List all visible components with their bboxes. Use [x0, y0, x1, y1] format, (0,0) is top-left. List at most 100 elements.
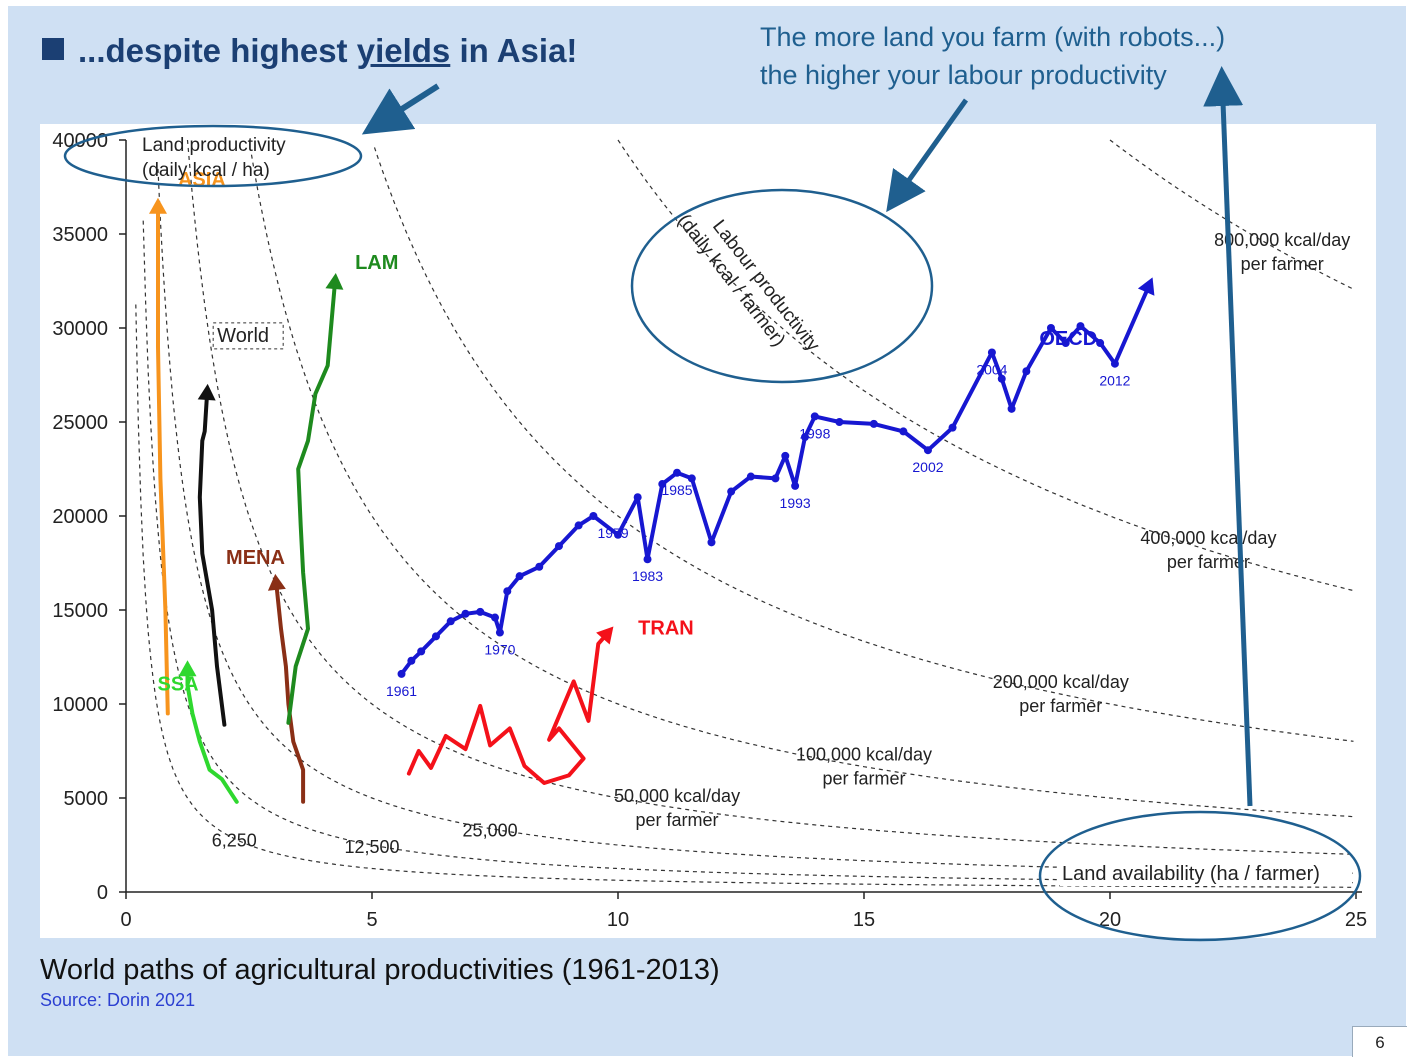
year-label: 1970: [484, 642, 515, 658]
note-line-1: The more land you farm (with robots...): [760, 22, 1226, 52]
series-name-world: World: [217, 325, 269, 347]
oecd-point: [417, 647, 426, 656]
isoline-label: 100,000 kcal/day: [796, 745, 932, 765]
y-tick-label: 0: [97, 882, 108, 904]
y-tick-label: 20000: [52, 506, 108, 528]
bullet-square-icon: [42, 38, 64, 60]
note-line-2: the higher your labour productivity: [760, 60, 1167, 90]
page-number: 6: [1352, 1026, 1407, 1057]
callout-arrow-note: [886, 98, 969, 213]
slide-title: ...despite highest yields in Asia!: [42, 32, 577, 70]
oecd-point: [835, 418, 844, 426]
series-arrowhead-oecd: [1137, 277, 1155, 296]
y-tick-label: 35000: [52, 224, 108, 246]
callout-arrow-title: [361, 83, 440, 135]
year-label: 1993: [780, 495, 811, 511]
oecd-point: [503, 587, 512, 596]
oecd-point: [800, 433, 809, 442]
isoline-label: 400,000 kcal/day: [1140, 528, 1276, 548]
year-label: 2002: [912, 459, 943, 475]
oecd-point: [1110, 359, 1119, 368]
series-name-lam: LAM: [355, 252, 398, 274]
oecd-point: [771, 474, 780, 483]
isoline-label: 6,250: [212, 831, 257, 851]
oecd-point: [746, 472, 755, 481]
oecd-point: [633, 493, 642, 502]
oecd-point: [1061, 339, 1070, 348]
isoline-label: 800,000 kcal/day: [1214, 230, 1350, 250]
figure-caption: World paths of agricultural productiviti…: [40, 954, 720, 986]
series-arrowhead-mena: [267, 573, 286, 591]
oecd-point: [1076, 322, 1085, 331]
series-arrowhead-ssa: [178, 660, 197, 677]
oecd-point: [461, 609, 470, 618]
oecd-point: [1046, 324, 1055, 332]
isoline-group: 6,250 12,500 25,000 50,000 kcal/day per farm…: [135, 139, 1354, 888]
isoline-curve: [186, 139, 1354, 855]
series-line-world: [197, 389, 227, 727]
oecd-point: [948, 423, 957, 432]
oecd-point: [574, 521, 583, 530]
x-tick-label: 0: [120, 909, 131, 931]
isoline-label-sub: per farmer: [1019, 696, 1102, 716]
x-tick-label: 5: [366, 909, 377, 931]
x-tick-label: 15: [853, 909, 875, 931]
y-tick-label: 30000: [52, 318, 108, 340]
year-label: 1979: [598, 525, 629, 541]
label-group: ASIAWorldSSAMENALAMTRANOECD1961197019791…: [158, 169, 1131, 699]
isoline-label-sub: per farmer: [636, 810, 719, 830]
isoline-curve: [157, 168, 1354, 874]
oecd-point: [791, 481, 800, 490]
series-line-mena: [274, 579, 306, 804]
oecd-point: [495, 628, 504, 637]
year-label: 1961: [386, 683, 417, 699]
title-underlined-word: yields: [356, 32, 451, 69]
x-tick-label: 25: [1345, 909, 1367, 931]
title-prefix: ...despite highest: [78, 32, 357, 69]
x-tick-label: 10: [607, 909, 629, 931]
isoline-curve: [373, 147, 1354, 742]
oecd-point: [554, 542, 563, 551]
series-arrowhead-asia: [148, 197, 167, 214]
series-name-tran: TRAN: [638, 618, 694, 640]
oecd-point: [643, 555, 652, 564]
x-axis-label: Land availability (ha / farmer): [1062, 863, 1320, 885]
series-arrowhead-lam: [325, 273, 344, 290]
oecd-point: [673, 468, 682, 477]
isoline-label-sub: per farmer: [1241, 254, 1324, 274]
oecd-point: [899, 427, 908, 436]
oecd-point: [1007, 404, 1016, 413]
oecd-point: [987, 348, 996, 357]
y-label-ellipse: [63, 124, 363, 188]
oecd-point: [407, 656, 416, 665]
oecd-point: [397, 669, 406, 678]
isoline-curve: [135, 304, 1354, 888]
oecd-point: [614, 530, 622, 539]
y-axis-label-line1: Land productivity: [142, 135, 286, 156]
y-tick-label: 15000: [52, 600, 108, 622]
figure-source: Source: Dorin 2021: [40, 990, 196, 1010]
year-label: 1998: [799, 425, 830, 441]
series-group: [148, 197, 1155, 804]
oecd-point: [515, 572, 524, 581]
tick-group: 0 5 10 15 20 25 0 5000 10000 15000 20000 25000 30000…: [52, 130, 1367, 931]
oecd-point: [446, 617, 455, 626]
isoline-label-sub: per farmer: [1167, 552, 1250, 572]
y-tick-label: 5000: [64, 788, 109, 810]
isoline-label-sub: per farmer: [822, 769, 905, 789]
y-tick-label: 10000: [52, 694, 108, 716]
oecd-point: [535, 562, 544, 571]
series-name-oecd: OECD: [1039, 328, 1097, 350]
oecd-point: [658, 480, 667, 489]
oecd-point: [781, 451, 790, 460]
y-axis-label-line2: (daily kcal / ha): [142, 160, 270, 181]
callout-arrow-land: [1203, 66, 1253, 807]
oecd-point: [1022, 367, 1031, 376]
series-arrowhead-world: [197, 383, 216, 401]
year-label: 2004: [976, 361, 1007, 377]
oecd-point: [476, 607, 485, 616]
oecd-point: [727, 487, 736, 496]
oecd-point: [869, 419, 878, 428]
oecd-point: [707, 538, 716, 547]
y-tick-label: 25000: [52, 412, 108, 434]
